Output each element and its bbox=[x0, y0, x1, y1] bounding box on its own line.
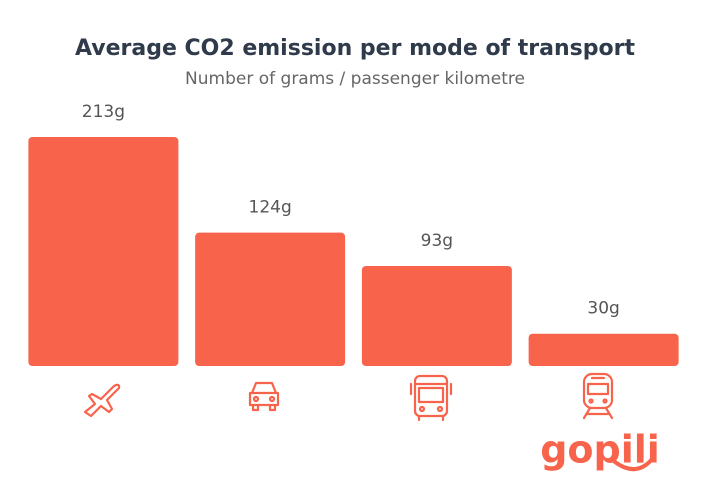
bar bbox=[195, 232, 346, 366]
train-icon bbox=[582, 372, 614, 420]
logo: gopili bbox=[540, 428, 660, 472]
bus-icon bbox=[409, 374, 453, 422]
value-label: 93g bbox=[421, 231, 453, 251]
car-icon bbox=[248, 381, 280, 412]
plane-icon bbox=[83, 383, 121, 418]
logo-smile bbox=[613, 456, 655, 471]
bar bbox=[28, 137, 179, 366]
bar bbox=[528, 333, 679, 366]
value-label: 124g bbox=[249, 198, 292, 218]
chart-title: Average CO2 emission per mode of transpo… bbox=[75, 36, 635, 61]
bar bbox=[361, 266, 512, 366]
value-label: 213g bbox=[82, 102, 125, 122]
value-label: 30g bbox=[587, 299, 619, 319]
chart-subtitle: Number of grams / passenger kilometre bbox=[185, 69, 525, 89]
